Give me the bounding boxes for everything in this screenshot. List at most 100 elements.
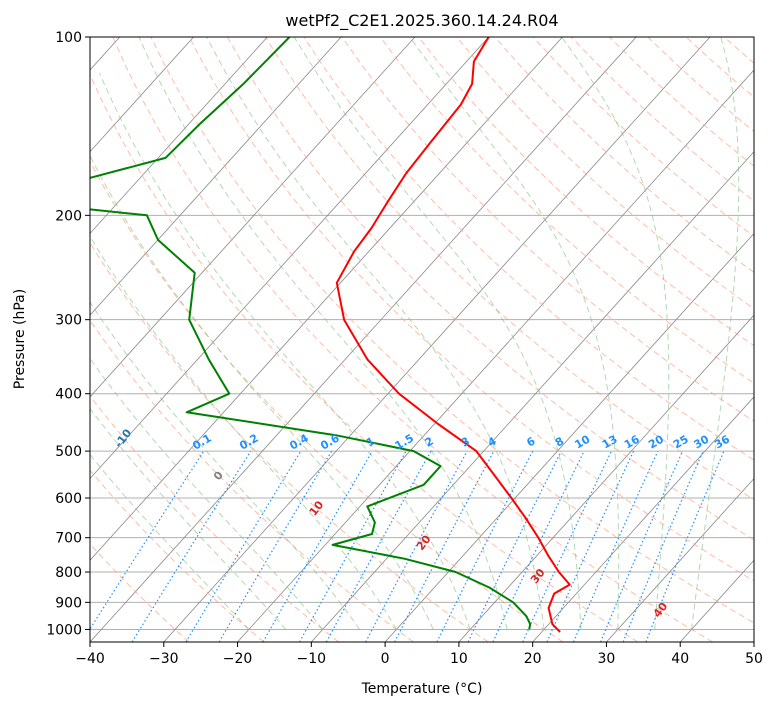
- y-tick-label: 600: [55, 491, 82, 507]
- x-tick-label: −40: [75, 651, 105, 667]
- mixing-ratio-line: [325, 450, 432, 642]
- isotherm-line: [90, 37, 268, 235]
- mixing-ratio-label: 1.5: [393, 432, 416, 453]
- mixing-ratio-label: 0.2: [237, 432, 260, 453]
- dry-adiabat: [494, 37, 754, 274]
- temperature-profile: [335, 37, 571, 633]
- y-axis-title: Pressure (hPa): [12, 289, 28, 389]
- dry-adiabat: [112, 37, 713, 642]
- isotherm-line: [679, 559, 754, 642]
- mixing-ratio-label: 13: [600, 433, 620, 452]
- dry-adiabat-label: 30: [528, 566, 548, 586]
- moist-adiabat: [206, 37, 545, 630]
- plot-frame: [89, 36, 755, 643]
- mixing-ratio-label: 20: [646, 432, 666, 451]
- dry-adiabat: [379, 37, 754, 384]
- dry-adiabat: [90, 469, 265, 642]
- dewpoint-profile: [90, 37, 532, 630]
- moist-adiabat: [691, 37, 740, 630]
- x-tick-label: −20: [223, 651, 253, 667]
- mixing-ratio-label: 0.6: [318, 431, 342, 452]
- mixing-ratio-line: [185, 450, 302, 642]
- x-tick-label: 20: [524, 651, 542, 667]
- mixing-ratio-line: [645, 450, 725, 642]
- x-tick-label: 30: [598, 651, 616, 667]
- x-axis-title: Temperature (°C): [361, 681, 483, 697]
- isotherm-line: [606, 477, 754, 642]
- mixing-ratio-label: 25: [671, 433, 691, 452]
- mixing-ratio-label: 0.4: [287, 431, 311, 452]
- y-tick-label: 400: [55, 387, 82, 403]
- y-tick-label: 900: [55, 595, 82, 611]
- isotherm-line: [90, 37, 194, 153]
- mixing-ratio-layer: [90, 450, 725, 642]
- moist-adiabat: [409, 37, 620, 630]
- isotherm-line: [90, 37, 563, 561]
- dry-adiabat: [226, 37, 754, 541]
- dry-adiabat: [90, 160, 564, 642]
- x-tick-label: −10: [297, 651, 327, 667]
- dry-adiabat-label: 20: [414, 532, 434, 552]
- x-tick-label: 50: [745, 651, 763, 667]
- dry-adiabat: [303, 37, 754, 461]
- isotherm-line: [90, 37, 416, 398]
- mixing-ratio-label: 1: [364, 435, 377, 450]
- dry-adiabat: [685, 37, 754, 98]
- x-tick-label: 0: [381, 651, 390, 667]
- mixing-ratio-line: [90, 450, 205, 631]
- moist-adiabat: [138, 37, 508, 630]
- moist-adiabat: [90, 357, 324, 630]
- isotherm-line: [753, 641, 754, 642]
- x-tick-label: 40: [671, 651, 689, 667]
- moist-adiabat: [90, 235, 397, 630]
- isotherm-line: [90, 37, 489, 480]
- line-label-layer: 0.10.20.40.611.52346810131620253036-100-…: [112, 426, 732, 620]
- x-tick-label: −30: [149, 651, 179, 667]
- y-tick-label: 300: [55, 313, 82, 329]
- isotherm-line: [90, 37, 637, 642]
- dry-adiabat: [456, 37, 754, 310]
- isotherm-line: [90, 37, 342, 316]
- moist-adiabat: [90, 301, 360, 630]
- dry-adiabat: [647, 37, 754, 133]
- isotherm-line: [237, 69, 754, 642]
- isotherm-line: [384, 232, 754, 642]
- dry-adiabat: [90, 543, 190, 642]
- isotherm-line: [311, 151, 754, 642]
- dry-adiabat: [90, 319, 414, 642]
- moist-adiabat: [293, 37, 582, 630]
- mixing-ratio-line: [492, 450, 585, 642]
- dry-adiabat: [418, 37, 754, 347]
- y-tick-label: 700: [55, 531, 82, 547]
- mixing-ratio-line: [436, 450, 534, 642]
- moist-adiabat: [561, 37, 670, 630]
- isotherm-line: [532, 396, 754, 642]
- isotherm-line: [163, 37, 711, 642]
- dry-adiabat: [90, 241, 489, 642]
- mixing-ratio-line: [365, 450, 468, 642]
- mixing-ratio-line: [467, 450, 562, 642]
- x-axis: −40 −30 −20 −10 0 10 20 30 40 50: [75, 642, 763, 667]
- mixing-ratio-label: 10: [572, 432, 592, 451]
- mixing-ratio-line: [131, 450, 252, 642]
- y-tick-label: 100: [55, 30, 82, 46]
- adiabat-layer: [90, 37, 754, 642]
- mixing-ratio-line: [622, 450, 704, 642]
- mixing-ratio-line: [299, 450, 407, 642]
- mixing-ratio-line: [572, 450, 659, 642]
- grid-layer: [90, 37, 754, 642]
- mixing-ratio-line: [546, 450, 635, 642]
- moist-adiabat: [99, 72, 471, 630]
- y-tick-label: 200: [55, 208, 82, 224]
- mixing-ratio-label: 30: [692, 432, 712, 451]
- chart-title: wetPf2_C2E1.2025.360.14.24.R04: [285, 11, 558, 31]
- y-tick-label: 800: [55, 565, 82, 581]
- mixing-ratio-label: 16: [622, 432, 642, 451]
- dry-adiabat-label: 10: [307, 498, 327, 518]
- moist-adiabat: [90, 154, 434, 630]
- mixing-ratio-line: [394, 450, 495, 642]
- moist-adiabat: [90, 407, 287, 630]
- dry-adiabat-label: 0: [211, 469, 226, 483]
- mixing-ratio-label: 6: [524, 434, 537, 449]
